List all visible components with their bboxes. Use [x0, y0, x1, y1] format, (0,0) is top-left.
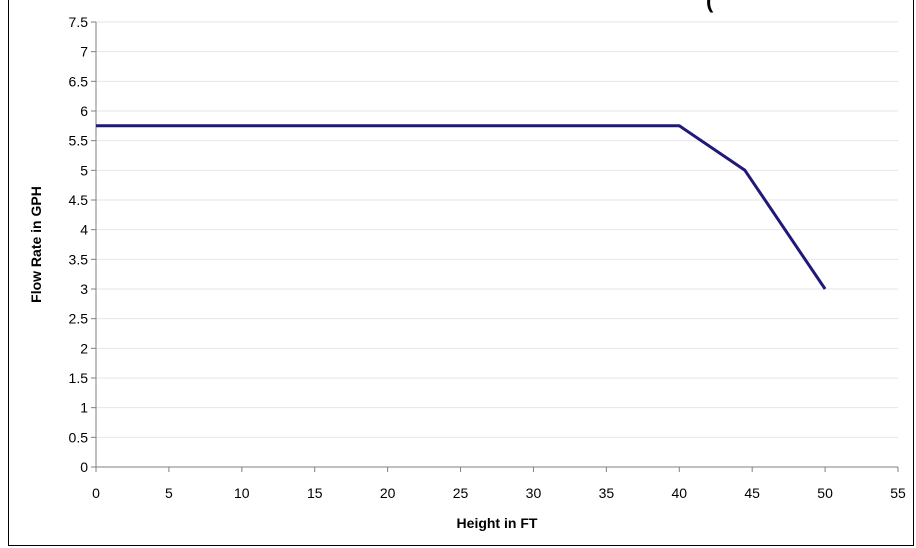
y-tick-label: 1.5: [69, 370, 89, 386]
x-axis-title: Height in FT: [457, 515, 538, 531]
y-tick-label: 3: [80, 281, 88, 297]
y-tick-label: 6: [80, 103, 88, 119]
y-tick-label: 4.5: [69, 192, 89, 208]
x-tick-label: 10: [234, 485, 250, 501]
y-tick-label: 7.5: [69, 14, 89, 30]
y-tick-label: 7: [80, 44, 88, 60]
y-tick-label: 0: [80, 459, 88, 475]
y-tick-label: 5.5: [69, 133, 89, 149]
axes: [91, 21, 899, 472]
y-tick-label: 2: [80, 340, 88, 356]
y-tick-label: 5: [80, 162, 88, 178]
x-tick-label: 0: [92, 485, 100, 501]
y-axis-title: Flow Rate in GPH: [28, 186, 44, 303]
x-tick-label: 40: [671, 485, 687, 501]
y-tick-labels: 0 0.5 1 1.5 2 2.5 3 3.5 4 4.5 5 5.5 6 6.5 7 7.5: [69, 14, 89, 475]
y-tick-label: 1: [80, 400, 88, 416]
x-tick-label: 55: [890, 485, 906, 501]
grid-lines: [96, 21, 898, 438]
x-tick-label: 35: [599, 485, 615, 501]
y-tick-label: 0.5: [69, 429, 89, 445]
x-tick-label: 20: [380, 485, 396, 501]
series-line-0: [96, 124, 827, 290]
series-layer: [96, 124, 827, 290]
y-tick-label: 2.5: [69, 311, 89, 327]
y-tick-label: 3.5: [69, 251, 89, 267]
chart-frame: [8, 0, 914, 546]
x-tick-label: 15: [307, 485, 323, 501]
x-tick-label: 30: [526, 485, 542, 501]
x-tick-label: 45: [744, 485, 760, 501]
x-tick-label: 50: [817, 485, 833, 501]
x-tick-label: 5: [165, 485, 173, 501]
y-tick-label: 6.5: [69, 73, 89, 89]
x-tick-label: 25: [453, 485, 469, 501]
y-tick-label: 4: [80, 222, 88, 238]
header-fragment: (: [706, 0, 714, 13]
x-tick-labels: 0 5 10 15 20 25 30 35 40 45 50 55: [92, 485, 906, 501]
